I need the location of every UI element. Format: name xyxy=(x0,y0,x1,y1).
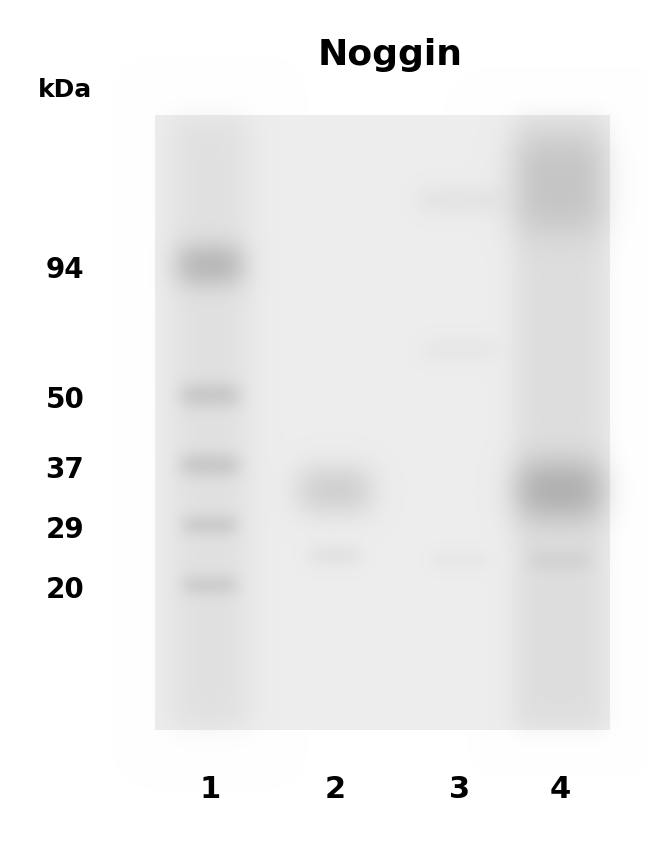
Text: 50: 50 xyxy=(46,386,84,414)
Text: 2: 2 xyxy=(324,775,346,805)
Text: 20: 20 xyxy=(46,576,84,604)
Text: 3: 3 xyxy=(449,775,471,805)
Text: kDa: kDa xyxy=(38,78,92,102)
Text: 1: 1 xyxy=(200,775,220,805)
Text: 4: 4 xyxy=(549,775,571,805)
Text: 94: 94 xyxy=(46,256,84,284)
Text: 37: 37 xyxy=(46,456,84,484)
Text: Noggin: Noggin xyxy=(317,38,463,72)
Text: 29: 29 xyxy=(46,516,84,544)
